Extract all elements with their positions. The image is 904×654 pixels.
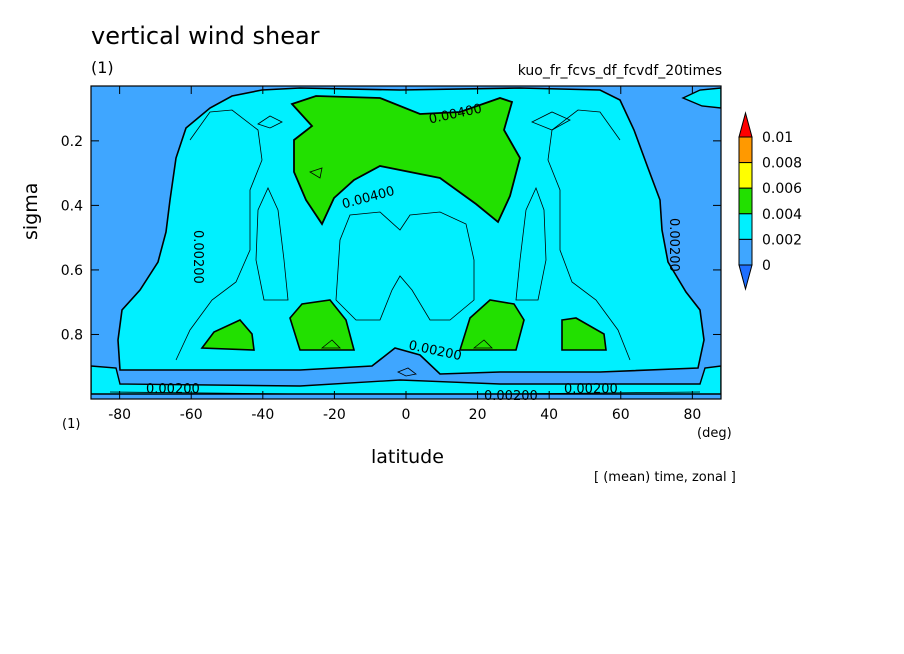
colorbar: 0 0.002 0.004 0.006 0.008 0.01 [738,111,802,291]
x-tick-label: 20 [469,407,487,423]
thin-contour-7 [531,111,571,131]
thin-contour-8 [309,167,323,179]
footnote: [ (mean) time, zonal ] [594,470,736,485]
contour-fields [91,86,721,399]
colorbar-label: 0.006 [762,181,802,197]
y-axis-unit: (1) [62,417,81,432]
colorbar-label: 0.008 [762,156,802,172]
thin-contour-9 [397,367,417,377]
y-tick-label: 0.2 [61,134,83,150]
field-level-0.004-lower-2 [289,299,356,351]
colorbar-label: 0.01 [762,130,793,146]
colorbar-min-arrow [738,264,753,291]
chart-title: vertical wind shear [91,22,320,50]
thin-contour-2 [547,109,631,361]
x-tick-label: 40 [540,407,558,423]
contour-label: 0.00200 [564,382,618,397]
thin-contour-4 [515,186,547,301]
thin-contour-5 [335,211,475,321]
x-tick-label: -60 [180,407,203,423]
axes: -80 -60 -40 -20 0 20 40 60 80 0.2 0.4 0.6 0.8 [61,86,721,423]
colorbar-swatch [738,187,753,215]
contour-label: 0.00200 [666,218,681,272]
colorbar-label: 0 [762,258,771,274]
x-tick-label: 60 [612,407,630,423]
x-tick-label: 0 [402,407,411,423]
x-tick-label: -20 [323,407,346,423]
thin-contour-11 [472,339,493,349]
colorbar-swatch [738,136,753,164]
thin-contour-12 [109,391,701,395]
thin-contour-6 [257,115,283,129]
field-level-0.004-lower-1 [200,319,255,351]
field-level-0.004-lower-4 [561,317,607,351]
contour-label: 0.00200 [484,389,538,404]
contour-label: 0.00200 [190,230,205,284]
colorbar-label: 0.002 [762,232,802,248]
contour-label: 0.00200 [146,382,200,397]
colorbar-swatch [738,162,753,189]
x-tick-label: -80 [108,407,131,423]
field-level-0.002-corner [681,87,721,109]
colorbar-label: 0.004 [762,207,802,223]
field-level-0.004-lower-3 [458,299,525,351]
field-level-0.002 [117,87,705,375]
colorbar-swatch [738,238,753,266]
x-axis-label: latitude [371,446,444,468]
x-axis-unit: (deg) [697,426,732,441]
x-tick-label: 80 [683,407,701,423]
thin-contour-1 [175,109,263,361]
y-tick-label: 0.8 [61,327,83,343]
colorbar-max-arrow [738,111,753,138]
thin-contour-3 [255,187,289,301]
run-name: kuo_fr_fcvs_df_fcvdf_20times [517,63,722,79]
colorbar-swatch [738,213,753,240]
y-tick-label: 0.4 [61,198,83,214]
field-level-0.004-upper [290,95,521,226]
thin-contour-10 [320,339,341,349]
y-tick-label: 0.6 [61,263,83,279]
chart-unit-label: (1) [91,58,114,77]
field-level-0.002-bottom [91,365,721,395]
x-tick-label: -40 [251,407,274,423]
